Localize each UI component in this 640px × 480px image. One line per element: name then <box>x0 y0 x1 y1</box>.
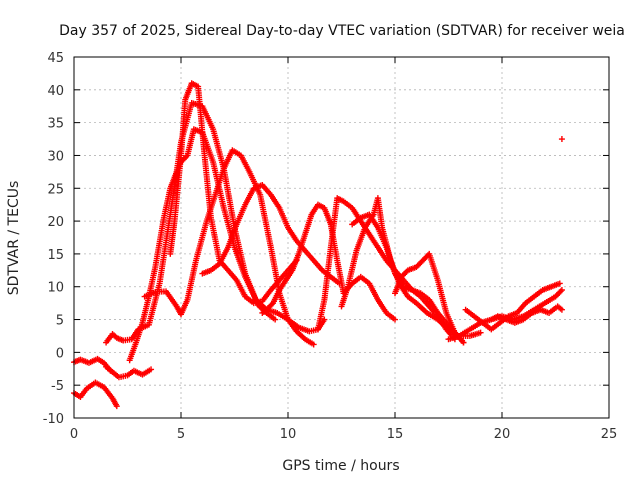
y-tick-label: -10 <box>43 412 64 427</box>
data-point <box>460 339 467 346</box>
series-arc-7 <box>167 80 300 307</box>
y-tick-label: 30 <box>47 149 64 164</box>
data-markers <box>71 80 565 410</box>
data-point <box>113 403 120 410</box>
data-point <box>321 316 328 323</box>
data-point <box>558 287 565 294</box>
series-arc-9 <box>259 201 398 323</box>
data-point <box>558 306 565 313</box>
series-arc-3 <box>103 363 155 381</box>
series-arc-16 <box>462 280 563 333</box>
data-point <box>558 136 565 143</box>
chart-title: Day 357 of 2025, Sidereal Day-to-day VTE… <box>59 23 625 39</box>
y-tick-label: 35 <box>47 117 64 132</box>
x-tick-label: 25 <box>601 427 618 442</box>
data-point <box>392 316 398 323</box>
y-tick-label: 20 <box>47 215 64 230</box>
data-point <box>556 280 563 287</box>
x-tick-label: 0 <box>70 427 78 442</box>
y-tick-label: 25 <box>47 182 64 197</box>
y-tick-label: 5 <box>56 314 64 329</box>
series-arc-6 <box>141 147 328 335</box>
x-tick-label: 10 <box>280 427 297 442</box>
data-point <box>477 329 484 336</box>
series-arc-8 <box>199 181 343 287</box>
y-tick-label: 15 <box>47 248 64 263</box>
x-tick-label: 15 <box>387 427 404 442</box>
data-point <box>148 366 155 373</box>
plot-frame <box>73 56 610 419</box>
x-tick-label: 20 <box>494 427 511 442</box>
axis-ticks: 0 5 10 15 20 25 -10 -5 0 5 10 15 20 25 30 35 40 45 <box>43 51 618 442</box>
y-tick-label: 40 <box>47 84 64 99</box>
y-tick-label: -5 <box>51 379 64 394</box>
data-point <box>310 341 317 348</box>
series-arc-13 <box>392 250 467 346</box>
series-arc-1 <box>71 379 120 410</box>
y-tick-label: 0 <box>56 346 64 361</box>
y-tick-label: 45 <box>47 51 64 66</box>
series-isolated-point <box>558 136 565 143</box>
y-axis-label: SDTVAR / TECUs <box>6 181 22 296</box>
y-tick-label: 10 <box>47 281 64 296</box>
x-axis-label: GPS time / hours <box>282 458 399 474</box>
series-arc-15 <box>488 303 565 326</box>
data-point <box>272 316 279 323</box>
x-tick-label: 5 <box>177 427 185 442</box>
